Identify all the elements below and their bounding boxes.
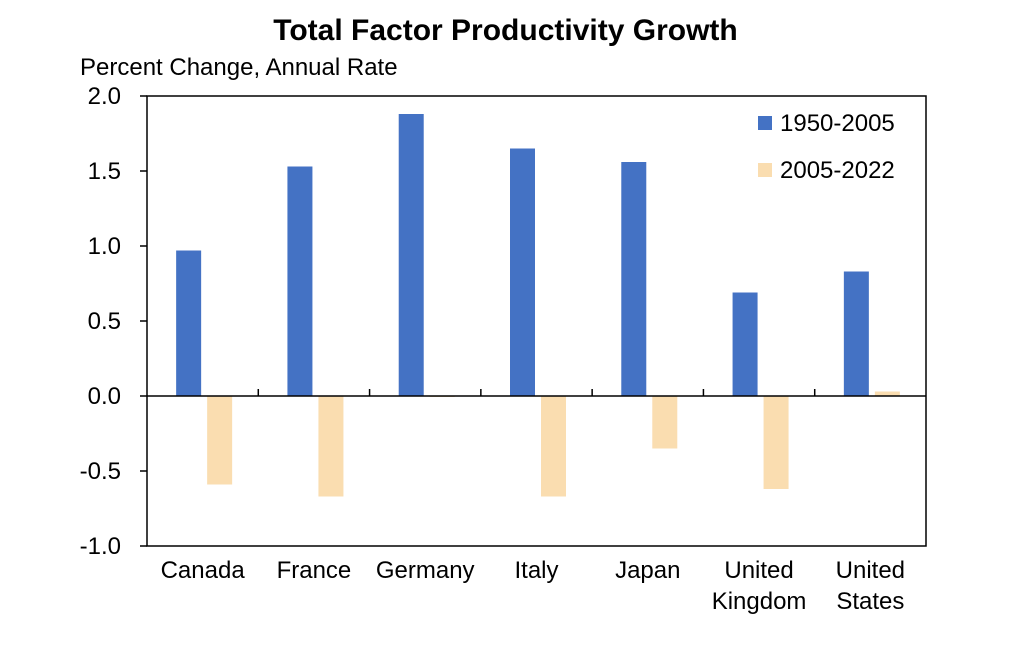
x-tick-label-line: Canada [161, 557, 246, 584]
bar-2005-2022-japan [652, 396, 678, 449]
x-tick-label-line: France [277, 557, 352, 584]
legend-label-2005-2022: 2005-2022 [780, 157, 895, 184]
y-axis-title: Percent Change, Annual Rate [80, 54, 398, 81]
x-tick-label: Germany [376, 557, 475, 584]
bar-1950-2005-france [287, 166, 313, 396]
x-tick-label: Canada [161, 557, 246, 584]
legend-label-1950-2005: 1950-2005 [780, 110, 895, 137]
bar-1950-2005-japan [621, 162, 647, 396]
x-tick-label-line: States [836, 588, 904, 615]
y-tick-label: 1.5 [88, 158, 121, 185]
bar-1950-2005-italy [510, 148, 535, 396]
x-tick-label: France [277, 557, 352, 584]
y-tick-label: -0.5 [80, 458, 121, 485]
x-tick-label-line: Italy [514, 557, 558, 584]
legend-swatch-1950-2005 [758, 116, 772, 130]
x-tick-label-line: Germany [376, 557, 475, 584]
bars-group [176, 114, 900, 497]
bar-1950-2005-germany [398, 114, 424, 396]
bar-1950-2005-united-kingdom [732, 292, 758, 396]
bar-1950-2005-united-states [843, 271, 869, 396]
x-tick-label-line: Japan [615, 557, 680, 584]
bar-2005-2022-italy [541, 396, 566, 497]
legend: 1950-2005 2005-2022 [758, 110, 895, 184]
x-tick-label-line: United [724, 557, 793, 584]
x-tick-label-line: United [836, 557, 905, 584]
x-tick-label: Italy [514, 557, 558, 584]
y-tick-label: 0.5 [88, 308, 121, 335]
x-tick-label: United States [836, 557, 905, 615]
bar-2005-2022-united-states [874, 391, 900, 396]
y-tick-label: 1.0 [88, 233, 121, 260]
bar-2005-2022-canada [207, 396, 233, 485]
y-axis-ticks: 2.0 1.5 1.0 0.5 0.0 -0.5 -1.0 [80, 83, 147, 560]
bar-1950-2005-canada [176, 250, 202, 396]
x-tick-label-line: Kingdom [712, 588, 807, 615]
bar-2005-2022-united-kingdom [763, 396, 789, 489]
y-tick-label: 2.0 [88, 83, 121, 110]
y-tick-label: -1.0 [80, 533, 121, 560]
legend-swatch-2005-2022 [758, 163, 772, 177]
x-axis-ticks: Canada France Germany Italy Japan United Kingd… [161, 389, 905, 615]
x-tick-label: United Kingdom [712, 557, 807, 615]
y-tick-label: 0.0 [88, 383, 121, 410]
chart-title: Total Factor Productivity Growth [273, 14, 738, 47]
x-tick-label: Japan [615, 557, 680, 584]
bar-2005-2022-france [318, 396, 344, 497]
